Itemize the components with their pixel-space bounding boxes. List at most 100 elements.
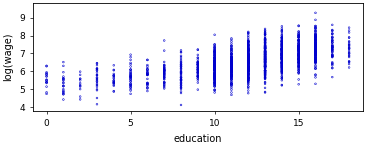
Point [262,64,268,67]
Point [262,46,268,48]
Point [212,79,217,82]
Point [145,72,150,75]
Point [161,73,167,75]
Point [128,85,134,87]
Point [296,44,302,46]
Point [313,19,318,21]
Point [245,67,251,69]
Point [212,57,217,60]
Point [279,37,285,39]
Point [313,52,318,55]
Point [195,56,201,59]
Point [262,58,268,61]
Point [313,57,318,60]
Point [212,50,217,52]
Point [296,54,302,56]
Point [262,31,268,33]
Point [279,75,285,77]
Point [245,56,251,58]
Point [262,50,268,53]
Point [60,77,66,79]
Point [212,71,217,74]
Point [245,43,251,45]
Point [313,76,318,78]
Point [262,37,268,40]
Point [245,57,251,59]
Point [245,57,251,59]
Point [262,61,268,64]
Point [245,54,251,56]
Point [228,71,234,73]
Point [94,86,100,88]
Point [262,52,268,54]
Point [279,84,285,86]
Point [161,74,167,77]
Point [296,45,302,47]
Point [228,77,234,79]
Point [262,60,268,63]
Point [279,48,285,50]
Point [245,49,251,51]
Point [313,54,318,56]
Point [245,68,251,70]
Point [262,59,268,62]
Point [212,49,217,51]
Point [262,56,268,58]
Point [346,63,352,65]
Point [262,35,268,38]
Point [262,55,268,58]
Point [161,64,167,66]
Point [228,87,234,89]
Point [94,78,100,80]
Point [245,42,251,44]
Point [313,52,318,54]
Point [111,75,117,77]
Point [279,65,285,67]
Point [228,45,234,47]
Point [262,63,268,65]
Point [245,64,251,66]
Point [178,61,184,63]
Point [245,50,251,53]
Point [195,63,201,65]
Point [245,62,251,64]
Point [178,83,184,85]
Point [145,82,150,85]
Point [329,37,335,39]
Point [245,76,251,78]
Point [279,36,285,39]
Point [296,50,302,52]
Point [212,70,217,72]
Point [228,64,234,67]
Point [262,46,268,48]
Point [296,43,302,45]
Point [212,47,217,49]
Point [94,89,100,91]
Point [346,46,352,48]
Point [262,57,268,60]
Point [262,37,268,40]
Point [161,81,167,83]
Point [212,63,217,66]
Point [245,60,251,62]
Point [245,68,251,70]
Point [262,57,268,60]
Point [245,53,251,56]
Point [279,71,285,74]
Point [296,67,302,70]
Point [346,46,352,49]
Point [178,76,184,79]
Point [245,54,251,56]
Point [212,46,217,48]
Point [228,74,234,76]
Point [262,69,268,72]
Point [228,73,234,76]
Point [262,50,268,52]
Point [228,88,234,91]
Point [279,46,285,48]
Point [245,53,251,55]
Point [228,40,234,43]
Point [178,71,184,73]
Point [245,66,251,69]
Point [212,65,217,67]
